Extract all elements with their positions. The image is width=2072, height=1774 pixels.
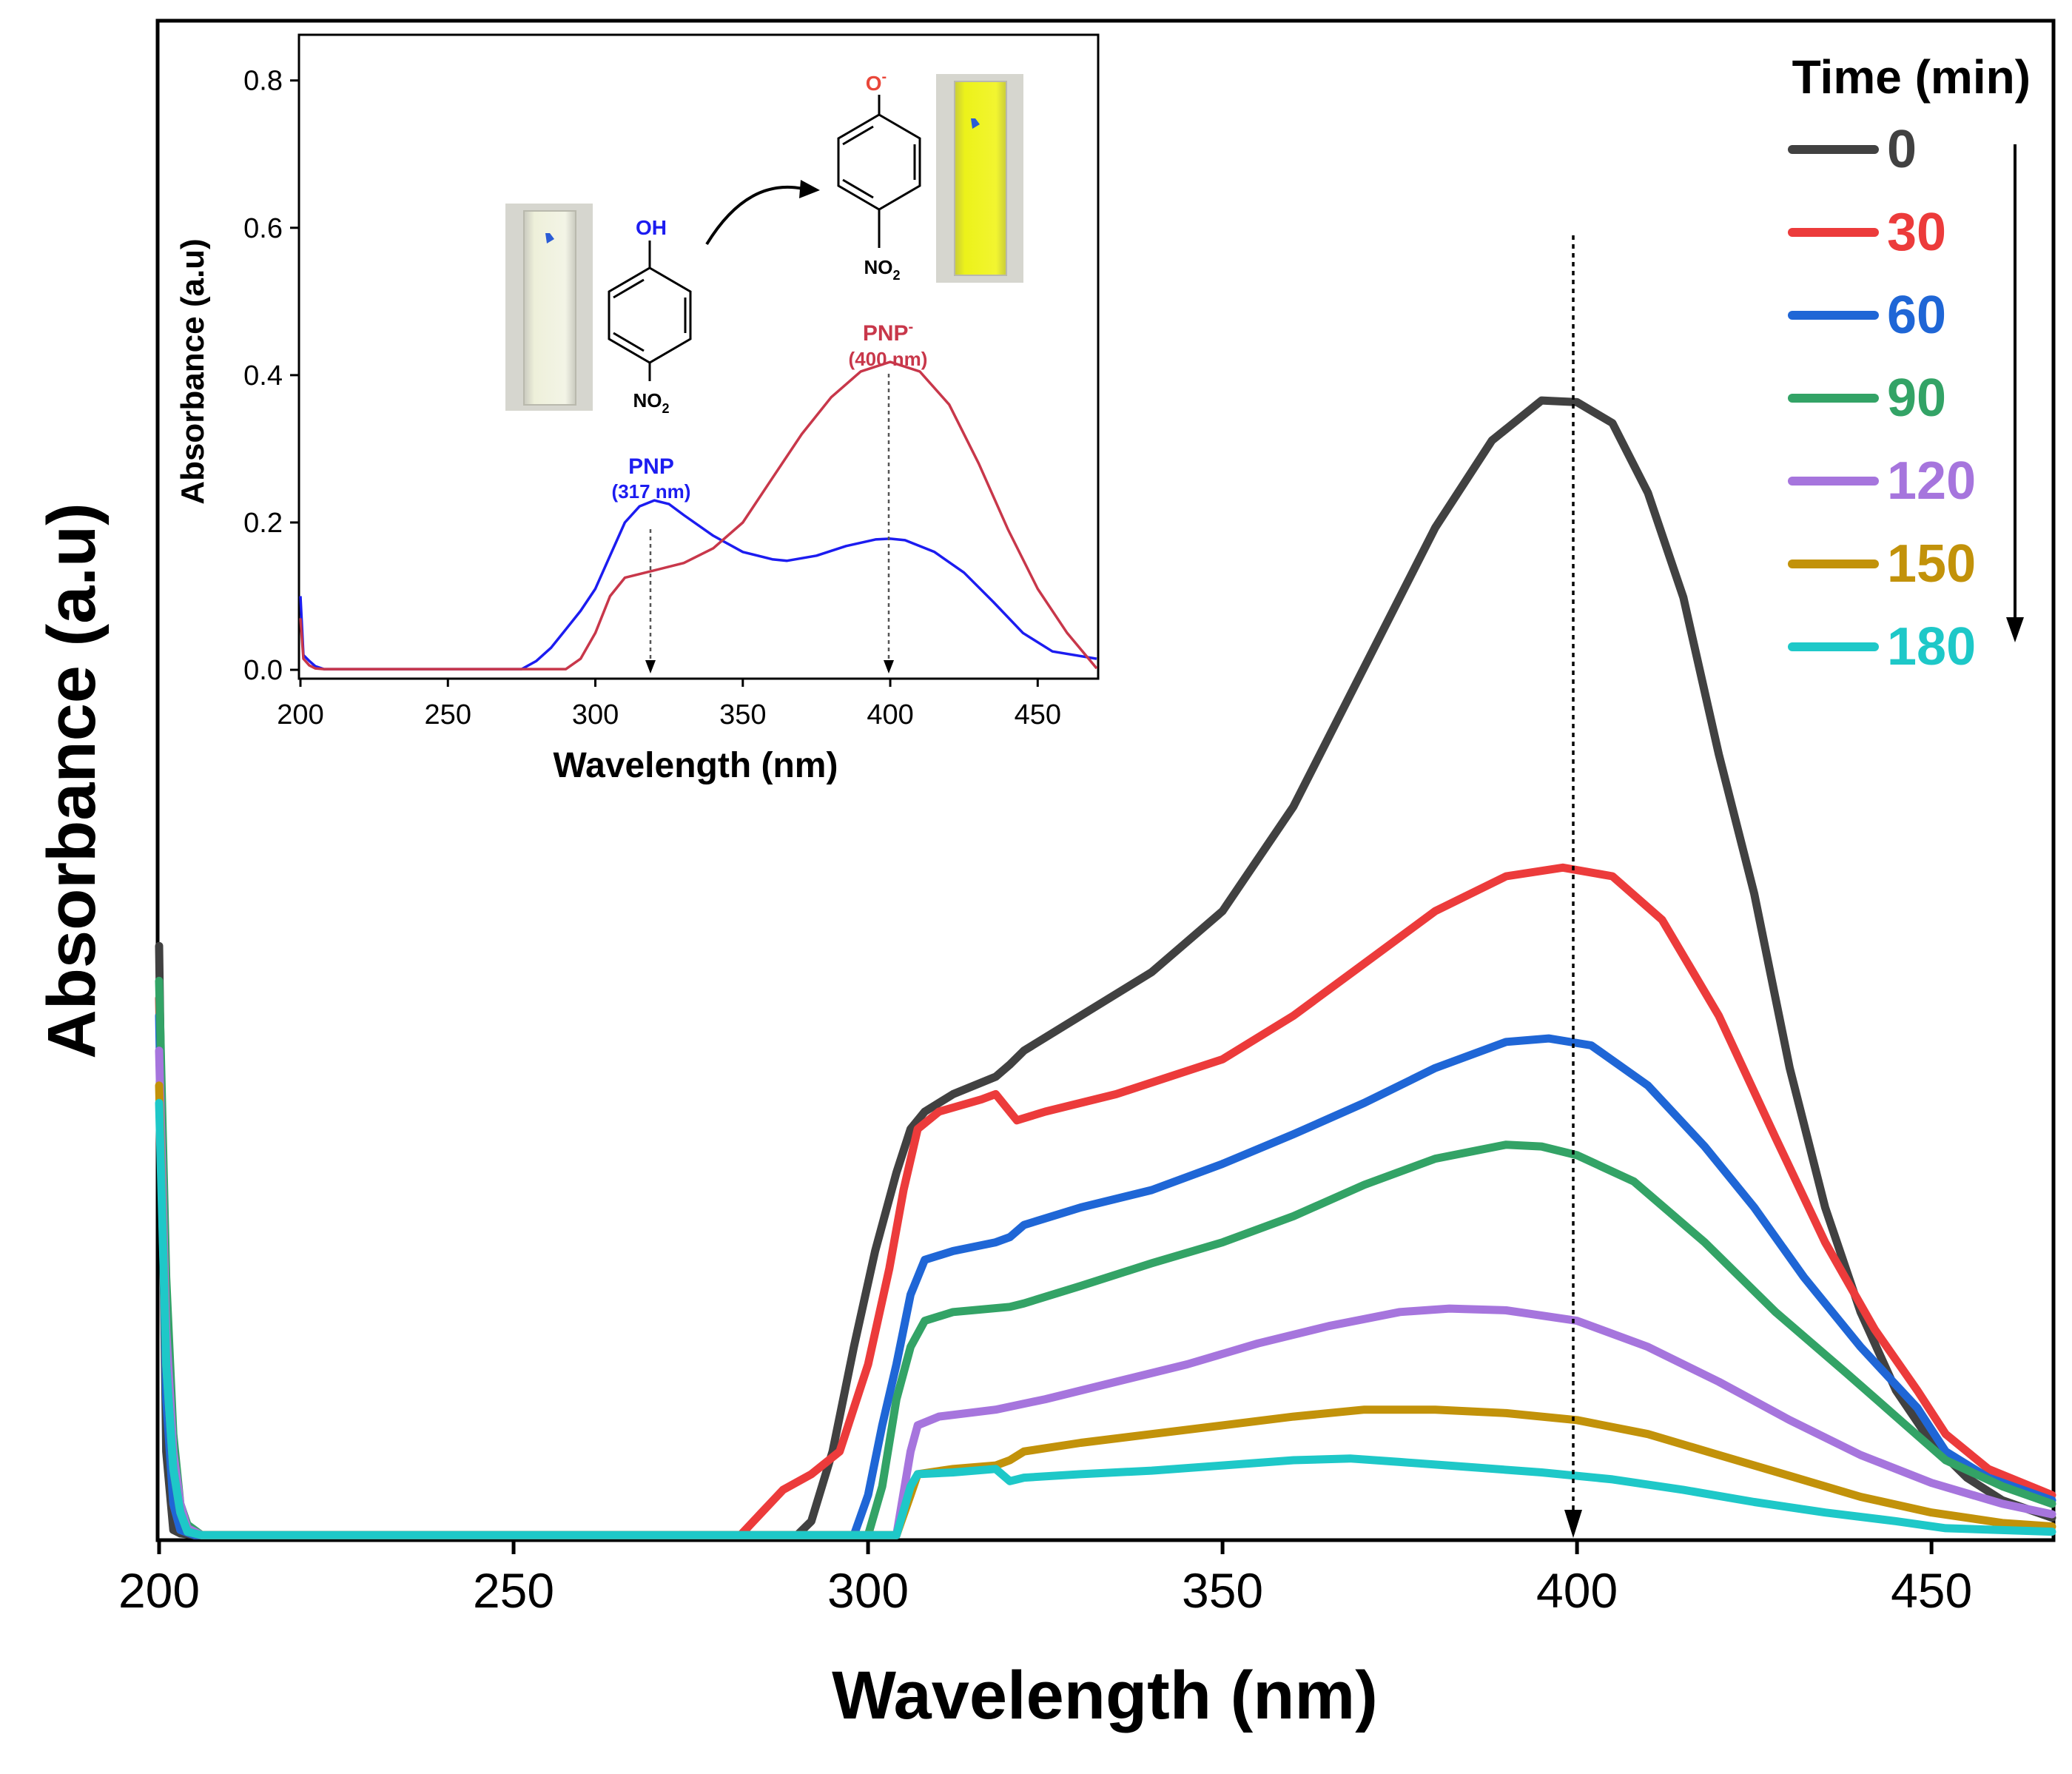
main-chart: 200 250 300 350 400 450 Wavelength (nm) Absor… bbox=[34, 19, 2056, 1733]
main-y-axis-label: Absorbance (a.u) bbox=[34, 503, 110, 1058]
legend-label-150: 150 bbox=[1887, 534, 1976, 594]
legend-trend-arrowhead bbox=[2006, 617, 2024, 642]
inset-plot-frame bbox=[297, 33, 1100, 680]
inset-series-pnp-ion bbox=[299, 360, 1098, 671]
inset-marker-400-arrowhead bbox=[884, 660, 894, 673]
inset-x-axis-label: Wavelength (nm) bbox=[554, 746, 838, 785]
inset-y-tick-label: 0.8 bbox=[243, 66, 283, 97]
legend-label-180: 180 bbox=[1887, 617, 1976, 676]
inset-y-axis-label: Absorbance (a.u) bbox=[175, 238, 211, 504]
pnp-label: PNP bbox=[628, 454, 674, 479]
inset-x-ticks: 200 250 300 350 400 450 bbox=[277, 678, 1061, 730]
phenol-oh-label: OH bbox=[636, 216, 667, 239]
inset-marker-317-arrowhead bbox=[645, 660, 656, 673]
legend: Time (min) 0 30 60 90 120 150 180 bbox=[1788, 50, 2031, 676]
legend-label-30: 30 bbox=[1887, 203, 1946, 262]
inset-series-group bbox=[299, 360, 1098, 671]
legend-label-120: 120 bbox=[1887, 451, 1976, 511]
inset-y-ticks: 0.0 0.2 0.4 0.6 0.8 bbox=[243, 66, 299, 686]
inset-x-tick-label: 450 bbox=[1015, 699, 1061, 730]
inset-y-tick-label: 0.4 bbox=[243, 360, 283, 392]
pnp-annotation: PNP (317 nm) bbox=[612, 454, 691, 503]
inset-x-tick-label: 350 bbox=[719, 699, 766, 730]
peak-400-arrowhead bbox=[1564, 1510, 1582, 1538]
reaction-arrowhead bbox=[799, 180, 820, 198]
inset-y-tick-label: 0.6 bbox=[243, 213, 283, 244]
yellow-vial-photo bbox=[936, 74, 1023, 283]
series-line-0-min bbox=[155, 396, 2056, 1539]
inset-chart: 200 250 300 350 400 450 0.0 0.2 0.4 0.6 0.8 Wavel… bbox=[175, 33, 1100, 785]
main-series-group bbox=[155, 396, 2056, 1539]
clear-vial-photo bbox=[505, 204, 593, 411]
inset-x-tick-label: 250 bbox=[425, 699, 471, 730]
inset-x-tick-label: 300 bbox=[572, 699, 619, 730]
pnp-ion-label: PNP- bbox=[863, 319, 913, 346]
legend-label-90: 90 bbox=[1887, 369, 1946, 428]
reaction-scheme: OH NO2 O- NO2 bbox=[505, 69, 1023, 416]
series-line-90-min bbox=[155, 976, 2056, 1539]
main-x-tick-label: 450 bbox=[1891, 1563, 1972, 1618]
inset-x-tick-label: 200 bbox=[277, 699, 323, 730]
main-x-tick-label: 250 bbox=[473, 1563, 554, 1618]
series-line-60-min bbox=[155, 1011, 2056, 1539]
legend-title: Time (min) bbox=[1792, 50, 2031, 104]
main-plot-frame bbox=[155, 19, 2056, 1542]
main-x-ticks: 200 250 300 350 400 450 bbox=[118, 1540, 1972, 1618]
series-line-30-min bbox=[155, 863, 2056, 1539]
reaction-arrow bbox=[705, 185, 804, 246]
legend-label-0: 0 bbox=[1887, 120, 1917, 179]
inset-series-pnp bbox=[299, 499, 1097, 671]
inset-y-tick-label: 0.0 bbox=[243, 655, 283, 686]
pnp-ion-wavelength-label: (400 nm) bbox=[849, 348, 928, 370]
series-line-180-min bbox=[155, 1098, 2056, 1539]
pnp-ion-annotation: PNP- (400 nm) bbox=[849, 319, 928, 370]
main-x-tick-label: 350 bbox=[1182, 1563, 1263, 1618]
phenolate-structure bbox=[837, 95, 921, 248]
phenol-structure bbox=[608, 241, 692, 381]
inset-y-tick-label: 0.2 bbox=[243, 508, 283, 539]
legend-label-60: 60 bbox=[1887, 286, 1946, 345]
main-x-tick-label: 400 bbox=[1536, 1563, 1618, 1618]
main-x-axis-label: Wavelength (nm) bbox=[832, 1658, 1378, 1733]
legend-items: 0 30 60 90 120 150 180 bbox=[1788, 120, 1976, 676]
main-x-tick-label: 300 bbox=[827, 1563, 909, 1618]
phenolate-o-label: O- bbox=[866, 69, 887, 95]
phenolate-no2-label: NO2 bbox=[864, 256, 900, 283]
pnp-wavelength-label: (317 nm) bbox=[612, 480, 691, 503]
phenol-no2-label: NO2 bbox=[633, 389, 669, 416]
main-x-tick-label: 200 bbox=[118, 1563, 200, 1618]
inset-x-tick-label: 400 bbox=[867, 699, 913, 730]
